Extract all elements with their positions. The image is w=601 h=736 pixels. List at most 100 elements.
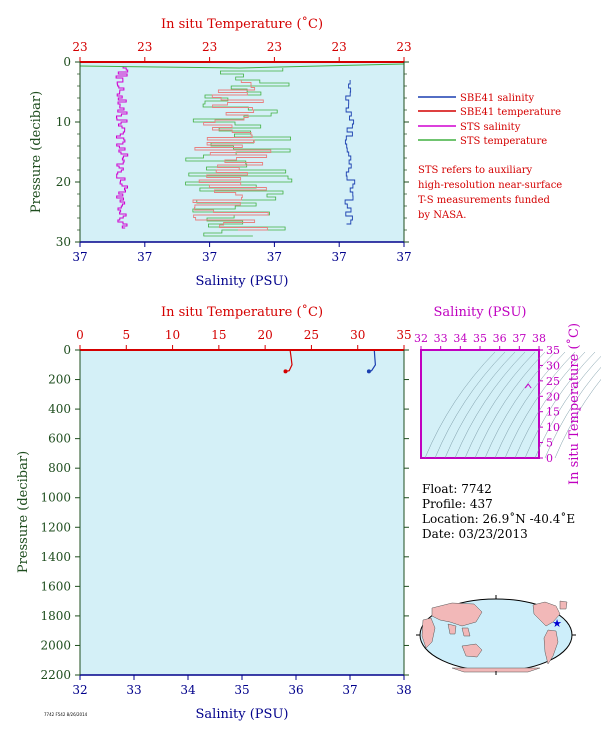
top-salinity-tick-label: 37 [396,250,411,264]
sts-surface-trace [79,63,405,69]
footer-stamp: 7742 F542 8/26/2014 [44,712,88,717]
profile-salinity-tick-label: 37 [342,683,357,697]
profile-temperature-axis-label: In situ Temperature (˚C) [161,304,323,320]
profile-salinity-tick-label: 35 [234,683,249,697]
ts-temperature-tick-label: 25 [546,375,560,388]
ts-density-contour [504,351,576,459]
profile-salinity-tick-label: 33 [126,683,141,697]
legend-label-sbe41-salinity: SBE41 salinity [460,93,535,104]
profile-pressure-axis-label: Pressure (decibar) [16,451,31,573]
top-temperature-tick-label: 23 [267,40,282,54]
profile-pressure-tick-label: 1000 [40,491,71,505]
top-pressure-tick-label: 10 [56,115,71,129]
top-salinity-tick-label: 37 [137,250,152,264]
profile-pressure-tick-label: 0 [63,343,71,357]
ts-temperature-tick-label: 0 [546,452,553,465]
top-salinity-tick-label: 37 [202,250,217,264]
ts-temperature-tick-label: 10 [546,421,560,434]
profile-pressure-tick-label: 400 [48,402,71,416]
ts-salinity-tick-label: 35 [473,332,487,345]
top-salinity-ticks: 37 37 37 37 37 37 [72,242,412,264]
ts-density-contour [524,351,596,459]
ts-salinity-tick-label: 32 [414,332,428,345]
ts-temperature-tick-label: 5 [546,437,553,450]
profile-salinity-axis-label: Salinity (PSU) [196,707,289,722]
world-map: ★ [416,595,576,675]
date: Date: 03/23/2013 [422,527,528,541]
profile-pressure-tick-label: 800 [48,461,71,475]
profile-salinity-endpoint [366,369,371,374]
ts-salinity-axis-label: Salinity (PSU) [434,305,527,320]
profile-pressure-tick-label: 1200 [40,520,71,534]
ts-density-contours [424,351,601,459]
ts-temperature-axis-label: In situ Temperature (˚C) [566,323,582,485]
sbe41-salinity-trace [344,80,356,225]
profile-salinity-tick-label: 36 [288,683,303,697]
sts-note-line: high-resolution near-surface [418,180,563,191]
profile-temperature-tick-label: 10 [165,328,180,342]
top-pressure-axis-label: Pressure (decibar) [29,91,44,213]
top-pressure-tick-label: 20 [56,175,71,189]
ts-density-contour [494,351,566,459]
ts-salinity-tick-label: 36 [493,332,507,345]
top-pressure-tick-label: 30 [56,235,71,249]
top-salinity-axis-label: Salinity (PSU) [196,274,289,289]
ts-salinity-tick-label: 33 [434,332,448,345]
profile-salinity-tick-label: 38 [396,683,411,697]
legend-label-sbe41-temperature: SBE41 temperature [460,107,561,118]
sts-note-line: by NASA. [418,210,467,221]
ts-density-contour [444,351,516,459]
sts-note: STS refers to auxiliary high-resolution … [418,163,596,223]
profile-temperature-tick-label: 35 [396,328,411,342]
profile-pressure-tick-label: 200 [48,373,71,387]
ts-density-contour [484,351,556,459]
profile-traces [283,349,377,374]
top-temperature-tick-label: 23 [396,40,411,54]
top-salinity-tick-label: 37 [72,250,87,264]
profile-temperature-trace [285,349,293,372]
ts-salinity-tick-label: 34 [453,332,467,345]
location: Location: 26.9˚N -40.4˚E [422,512,576,526]
ts-points [524,383,532,389]
top-temperature-ticks: 23 23 23 23 23 23 [72,40,412,62]
ts-density-contour [464,351,536,459]
ts-temperature-ticks: 0 5 10 15 20 25 30 35 [539,344,560,465]
top-temperature-tick-label: 23 [137,40,152,54]
profile-temperature-tick-label: 15 [211,328,226,342]
profile-plot-area [79,349,405,676]
profile-temperature-tick-label: 25 [304,328,319,342]
profile-temperature-tick-label: 30 [350,328,365,342]
profile-chart: 0 5 10 15 20 25 30 35 32 33 34 35 36 37 38 0 200 400 600… [16,304,412,722]
ts-density-contour [454,351,526,459]
top-salinity-tick-label: 37 [332,250,347,264]
ts-density-contour [474,351,546,459]
map-land [421,600,568,673]
profile-pressure-tick-label: 1400 [40,550,71,564]
ts-salinity-ticks: 32 33 34 35 36 37 38 [414,332,546,350]
ts-temperature-tick-label: 20 [546,390,560,403]
sts-salinity-trace [115,66,129,229]
profile-pressure-tick-label: 600 [48,432,71,446]
ts-salinity-tick-label: 38 [532,332,546,345]
ts-temperature-tick-label: 30 [546,359,560,372]
top-salinity-tick-label: 37 [267,250,282,264]
ts-density-contour [554,378,601,459]
legend-label-sts-temperature: STS temperature [460,136,547,147]
profile-pressure-tick-label: 2200 [40,668,71,682]
ts-temperature-tick-label: 15 [546,406,560,419]
sbe41-temperature-trace [192,80,272,231]
ts-density-contour [514,351,586,459]
profile-temperature-tick-label: 20 [258,328,273,342]
sts-note-line: STS refers to auxiliary [418,165,533,176]
ts-density-contour [434,351,506,459]
sts-temperature-trace [185,68,293,237]
profile-pressure-tick-label: 1800 [40,609,71,623]
top-pressure-ticks: 0 10 20 30 [56,55,409,249]
profile-pressure-ticks: 0 200 400 600 800 1000 1200 1400 1600 1800 2000 220… [40,343,409,682]
top-traces [79,63,405,237]
profile-pressure-tick-label: 1600 [40,579,71,593]
ts-density-contour [544,366,601,459]
top-chart: 23 23 23 23 23 23 37 37 37 37 37 37 0 10 20 30 In sit… [29,16,412,289]
top-temperature-tick-label: 23 [202,40,217,54]
